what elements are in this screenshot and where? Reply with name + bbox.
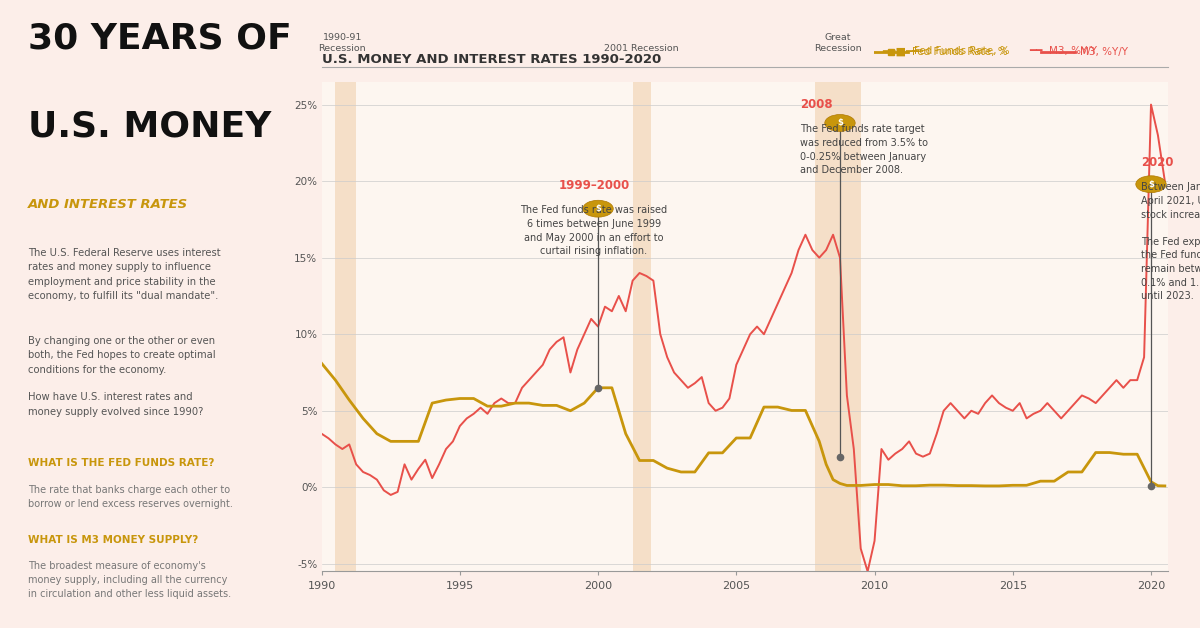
Text: AND INTEREST RATES: AND INTEREST RATES [28, 198, 188, 211]
Text: 2020: 2020 [1141, 156, 1174, 169]
Text: The broadest measure of economy's
money supply, including all the currency
in ci: The broadest measure of economy's money … [28, 561, 230, 599]
Text: Great
Recession: Great Recession [814, 33, 862, 53]
Text: The rate that banks charge each other to
borrow or lend excess reserves overnigh: The rate that banks charge each other to… [28, 485, 233, 509]
Text: ━━■━━: ━━■━━ [882, 46, 919, 57]
Text: By changing one or the other or even
both, the Fed hopes to create optimal
condi: By changing one or the other or even bot… [28, 336, 216, 375]
Circle shape [824, 114, 856, 131]
Text: The U.S. Federal Reserve uses interest
rates and money supply to influence
emplo: The U.S. Federal Reserve uses interest r… [28, 248, 221, 301]
Text: M3, %Y/Y: M3, %Y/Y [1080, 47, 1128, 57]
Text: 1990-91
Recession: 1990-91 Recession [318, 33, 366, 53]
Text: Fed Funds Rate, %: Fed Funds Rate, % [914, 46, 1010, 57]
Bar [815, 82, 860, 571]
Text: 2001 Recession: 2001 Recession [605, 45, 679, 53]
Circle shape [583, 200, 613, 217]
Text: ━━: ━━ [1030, 46, 1043, 57]
Text: U.S. MONEY AND INTEREST RATES 1990-2020: U.S. MONEY AND INTEREST RATES 1990-2020 [322, 53, 661, 66]
Text: Fed Funds Rate, %: Fed Funds Rate, % [912, 47, 1008, 57]
Text: WHAT IS THE FED FUNDS RATE?: WHAT IS THE FED FUNDS RATE? [28, 458, 215, 468]
Circle shape [1136, 176, 1166, 193]
Text: The Fed funds rate target
was reduced from 3.5% to
0-0.25% between January
and D: The Fed funds rate target was reduced fr… [800, 111, 928, 175]
Text: 30 YEARS OF: 30 YEARS OF [28, 22, 292, 56]
Bar [632, 82, 652, 571]
Text: $: $ [1148, 180, 1154, 188]
Text: WHAT IS M3 MONEY SUPPLY?: WHAT IS M3 MONEY SUPPLY? [28, 535, 198, 545]
Text: M3, %Y/Y: M3, %Y/Y [1049, 46, 1097, 57]
Text: 1999–2000: 1999–2000 [558, 179, 630, 192]
Text: U.S. MONEY: U.S. MONEY [28, 110, 271, 144]
Text: 2008: 2008 [800, 98, 833, 111]
Text: $: $ [838, 119, 842, 127]
Text: Between January 2020 and
April 2021, U.S. M3 money
stock increased by $4.7T.

Th: Between January 2020 and April 2021, U.S… [1141, 169, 1200, 301]
Text: How have U.S. interest rates and
money supply evolved since 1990?: How have U.S. interest rates and money s… [28, 392, 203, 417]
Text: The Fed funds rate was raised
6 times between June 1999
and May 2000 in an effor: The Fed funds rate was raised 6 times be… [521, 192, 667, 256]
Text: $: $ [595, 204, 601, 213]
Bar [336, 82, 356, 571]
